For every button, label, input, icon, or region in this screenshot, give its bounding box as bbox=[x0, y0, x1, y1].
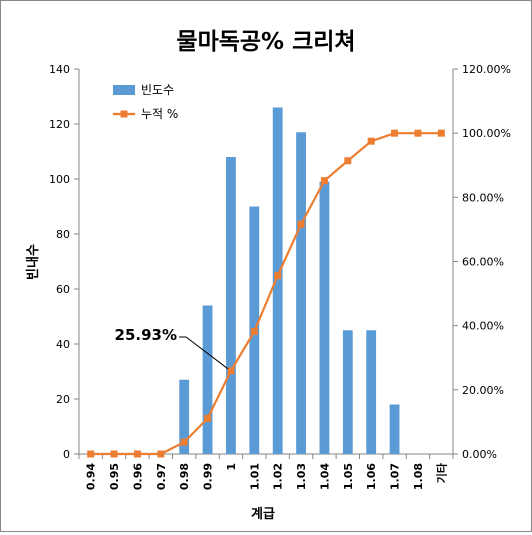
x-tick-label: 1.05 bbox=[342, 463, 355, 490]
right-tick-label: 60.00% bbox=[462, 256, 504, 269]
x-tick-label: 1 bbox=[225, 463, 238, 471]
x-tick-label: 1.06 bbox=[365, 463, 378, 490]
line-marker bbox=[437, 129, 445, 137]
x-tick-label: 1.07 bbox=[389, 463, 402, 490]
bar bbox=[389, 404, 400, 454]
line-marker bbox=[297, 220, 305, 228]
bar bbox=[202, 305, 213, 454]
line-marker bbox=[133, 450, 141, 458]
x-tick-label: 0.94 bbox=[85, 463, 98, 490]
line-marker bbox=[227, 367, 235, 375]
line-marker bbox=[391, 129, 399, 137]
bar bbox=[272, 107, 283, 454]
bar bbox=[296, 132, 306, 454]
right-tick-label: 0.00% bbox=[462, 448, 497, 461]
chart-title: 물마독공% 크리쳐 bbox=[176, 29, 355, 55]
left-tick-label: 40 bbox=[56, 338, 70, 351]
left-tick-label: 60 bbox=[56, 283, 70, 296]
x-tick-label: 1.03 bbox=[295, 463, 308, 490]
line-marker bbox=[320, 177, 328, 185]
x-tick-label: 1.08 bbox=[412, 463, 425, 490]
x-axis-label: 계급 bbox=[251, 507, 275, 522]
legend-bar-swatch bbox=[113, 85, 135, 95]
left-tick-label: 100 bbox=[49, 173, 70, 186]
x-tick-label: 0.97 bbox=[155, 463, 168, 490]
line-marker bbox=[157, 450, 165, 458]
right-tick-label: 120.00% bbox=[462, 63, 511, 76]
line-marker bbox=[250, 327, 258, 335]
left-tick-label: 20 bbox=[56, 393, 70, 406]
legend-line-label: 누적 % bbox=[141, 107, 178, 121]
right-tick-label: 80.00% bbox=[462, 191, 504, 204]
x-tick-label: 0.95 bbox=[108, 463, 121, 490]
bar bbox=[342, 330, 353, 454]
x-tick-label: 0.99 bbox=[202, 463, 215, 490]
bar bbox=[226, 157, 236, 454]
bar bbox=[366, 330, 377, 454]
x-tick-label: 1.04 bbox=[318, 463, 331, 490]
line-marker bbox=[180, 438, 188, 446]
cumulative-line bbox=[90, 132, 442, 456]
x-tick-label: 기타 bbox=[434, 462, 448, 483]
left-tick-label: 140 bbox=[49, 63, 70, 76]
legend-line-marker bbox=[120, 110, 128, 118]
legend-bar-label: 빈도수 bbox=[141, 83, 174, 97]
bar bbox=[179, 379, 190, 454]
x-tick-label: 0.98 bbox=[178, 463, 191, 490]
line-marker bbox=[110, 450, 118, 458]
plot-area: 0 20 40 60 80 100 120 140 0.00% 20.00% 40.00% 60.00… bbox=[49, 63, 511, 490]
x-tick-label: 1.01 bbox=[248, 463, 261, 490]
line-marker bbox=[274, 272, 282, 280]
left-tick-label: 120 bbox=[49, 118, 70, 131]
left-tick-label: 0 bbox=[63, 448, 70, 461]
right-tick-label: 100.00% bbox=[462, 127, 511, 140]
line-marker bbox=[204, 414, 212, 422]
line-marker bbox=[87, 450, 95, 458]
line-marker bbox=[367, 137, 375, 145]
annotation-leader bbox=[179, 336, 229, 370]
right-tick-label: 40.00% bbox=[462, 320, 504, 333]
annotation-label: 25.93% bbox=[115, 326, 177, 344]
bar bbox=[319, 181, 330, 454]
line-marker bbox=[414, 129, 422, 137]
x-tick-label: 1.02 bbox=[272, 463, 285, 490]
line-marker bbox=[344, 157, 352, 165]
left-tick-label: 80 bbox=[56, 228, 70, 241]
x-tick-label: 0.96 bbox=[131, 463, 144, 490]
right-tick-label: 20.00% bbox=[462, 384, 504, 397]
y-axis-label: 빈내수 bbox=[25, 244, 41, 280]
